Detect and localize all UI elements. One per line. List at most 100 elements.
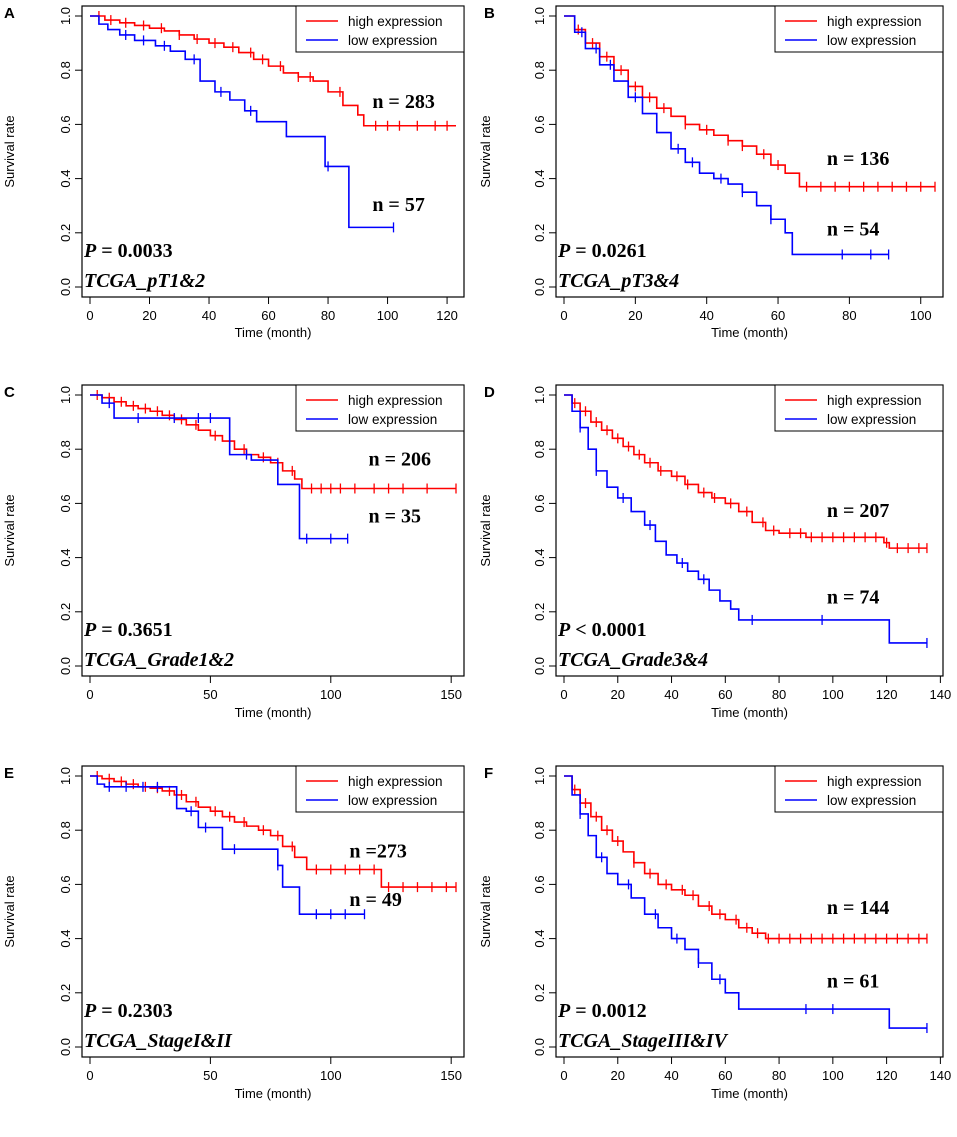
cohort-label: TCGA_StageIII&IV (558, 1030, 729, 1052)
plot-frame (555, 5, 944, 298)
p-value-label: P = 0.0012 (557, 1000, 647, 1022)
y-tick-label: 0.8 (532, 821, 547, 839)
x-tick-label: 60 (771, 308, 785, 323)
panel-d: D 0.0 0.2 0.4 0.6 0.8 1.0 0 20 40 60 80 100 120 140 Tim… (478, 384, 951, 720)
y-tick-label: 0.0 (532, 1038, 547, 1056)
x-tick-label: 20 (142, 308, 156, 323)
plot-frame (81, 384, 465, 677)
y-tick-label: 0.0 (532, 657, 547, 675)
high-n-label: n = 206 (369, 448, 432, 470)
panel-f: F 0.0 0.2 0.4 0.6 0.8 1.0 0 20 40 60 80 100 120 140 Tim… (478, 765, 951, 1101)
legend-box (774, 765, 944, 813)
low-n-label: n = 74 (827, 587, 880, 609)
x-tick-label: 120 (436, 308, 458, 323)
legend-entry: low expression (827, 793, 916, 808)
low-expression-curve (90, 394, 348, 540)
p-value-label: P = 0.3651 (83, 619, 173, 641)
y-tick-label: 0.0 (58, 1038, 73, 1056)
x-axis-title: Time (month) (711, 1086, 788, 1101)
high-expression-curve (90, 15, 456, 127)
panel-letter: C (4, 384, 15, 401)
x-tick-label: 0 (560, 308, 567, 323)
panel-a: A 0.0 0.2 0.4 0.6 0.8 1.0 0 20 40 60 80 100 120 Time (… (2, 5, 465, 340)
cohort-label: TCGA_pT3&4 (558, 270, 679, 292)
y-tick-label: 0.8 (532, 440, 547, 458)
y-tick-label: 1.0 (58, 7, 73, 25)
high-expression-curve (90, 775, 456, 888)
x-tick-label: 100 (377, 308, 399, 323)
x-tick-label: 80 (772, 1068, 786, 1083)
panel-c: C 0.0 0.2 0.4 0.6 0.8 1.0 0 50 100 150 Time (month)… (2, 384, 465, 720)
p-value-label: P < 0.0001 (557, 619, 647, 641)
x-tick-label: 20 (611, 1068, 625, 1083)
x-axis-title: Time (month) (235, 1086, 312, 1101)
x-tick-label: 120 (876, 1068, 898, 1083)
y-tick-label: 0.6 (58, 494, 73, 512)
x-tick-label: 80 (321, 308, 335, 323)
high-n-label: n = 144 (827, 897, 890, 919)
low-expression-curve (564, 394, 927, 644)
legend-entry: low expression (348, 33, 437, 48)
legend-box (295, 384, 465, 432)
x-tick-label: 100 (822, 687, 844, 702)
y-tick-label: 0.4 (58, 549, 73, 567)
p-value-label: P = 0.0261 (557, 240, 647, 262)
plot-frame (81, 5, 465, 298)
legend-entry: high expression (348, 774, 443, 789)
x-tick-label: 20 (611, 687, 625, 702)
cohort-label: TCGA_pT1&2 (84, 270, 205, 292)
y-axis-title: Survival rate (2, 875, 17, 947)
high-expression-curve (564, 394, 927, 549)
y-tick-label: 0.6 (58, 115, 73, 133)
y-axis-title: Survival rate (478, 494, 493, 566)
y-tick-label: 0.8 (58, 440, 73, 458)
panel-letter: B (484, 5, 495, 22)
y-tick-label: 0.2 (58, 984, 73, 1002)
panel-letter: F (484, 765, 493, 782)
y-tick-label: 0.4 (532, 930, 547, 948)
y-tick-label: 0.6 (58, 875, 73, 893)
y-tick-label: 1.0 (58, 386, 73, 404)
cohort-label: TCGA_StageI&II (84, 1030, 233, 1052)
x-tick-label: 0 (86, 687, 93, 702)
y-tick-label: 0.8 (58, 61, 73, 79)
legend-entry: low expression (348, 412, 437, 427)
x-tick-label: 0 (86, 308, 93, 323)
panel-b: B 0.0 0.2 0.4 0.6 0.8 1.0 0 20 40 60 80 100 Time (mon… (478, 5, 944, 340)
x-tick-label: 120 (876, 687, 898, 702)
high-expression-curve (564, 775, 927, 940)
x-tick-label: 60 (718, 1068, 732, 1083)
x-tick-label: 50 (203, 1068, 217, 1083)
x-tick-label: 0 (560, 1068, 567, 1083)
x-axis-title: Time (month) (711, 325, 788, 340)
low-expression-curve (564, 15, 889, 256)
p-value-label: P = 0.0033 (83, 240, 173, 262)
high-n-label: n = 207 (827, 500, 890, 522)
y-tick-label: 0.8 (532, 61, 547, 79)
low-n-label: n = 61 (827, 970, 880, 992)
x-tick-label: 150 (440, 1068, 462, 1083)
low-expression-curve (90, 775, 365, 916)
plot-frame (555, 765, 944, 1058)
legend-entry: high expression (348, 393, 443, 408)
legend-box (295, 765, 465, 813)
legend-entry: low expression (827, 412, 916, 427)
x-tick-label: 0 (560, 687, 567, 702)
y-tick-label: 0.4 (532, 170, 547, 188)
y-tick-label: 1.0 (58, 767, 73, 785)
x-tick-label: 100 (910, 308, 932, 323)
low-n-label: n = 54 (827, 219, 880, 241)
high-expression-curve (90, 394, 456, 490)
y-tick-label: 0.4 (58, 170, 73, 188)
y-axis-title: Survival rate (2, 115, 17, 187)
x-tick-label: 40 (664, 687, 678, 702)
x-axis-title: Time (month) (235, 705, 312, 720)
x-tick-label: 0 (86, 1068, 93, 1083)
x-tick-label: 20 (628, 308, 642, 323)
low-n-label: n = 57 (372, 194, 425, 216)
low-n-label: n = 35 (369, 505, 422, 527)
panel-letter: E (4, 765, 14, 782)
x-tick-label: 100 (320, 687, 342, 702)
y-tick-label: 0.6 (532, 875, 547, 893)
